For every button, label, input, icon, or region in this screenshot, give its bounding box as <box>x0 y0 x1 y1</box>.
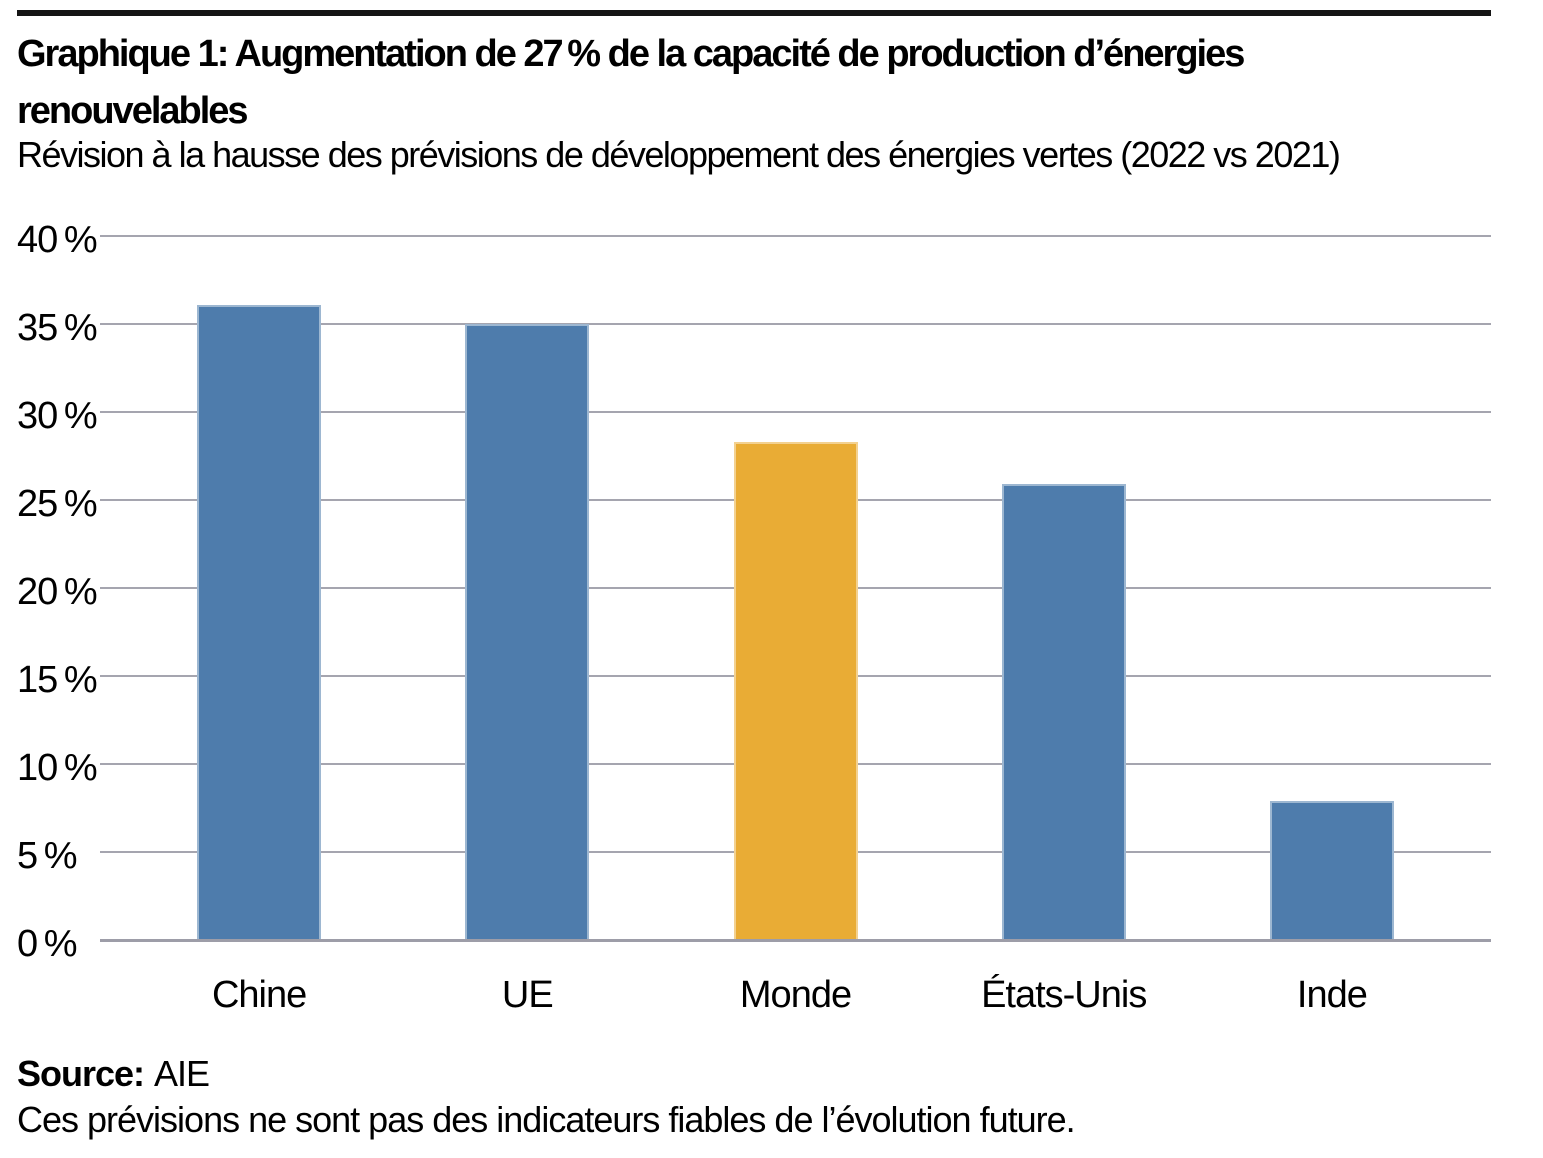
bar-slot-monde <box>661 236 929 940</box>
y-axis-tick-label-30: 30 % <box>17 395 98 437</box>
source-label: Source: <box>17 1053 145 1094</box>
x-axis-line <box>100 939 1491 942</box>
bar-etats-unis <box>1001 484 1126 940</box>
bar-slot-inde <box>1198 236 1466 940</box>
top-rule <box>17 10 1491 16</box>
y-axis-tick-label-0: 0 % <box>17 923 78 965</box>
y-axis-tick-label-5: 5 % <box>17 835 78 877</box>
y-axis-tick-label-10: 10 % <box>17 747 98 789</box>
bar-ue <box>465 324 590 940</box>
bars-row <box>100 236 1491 940</box>
bar-inde <box>1269 800 1394 940</box>
bar-chart: 40 % 35 % 30 % 25 % 20 % 15 % 10 % 5 % 0 % Chine… <box>17 219 1491 1046</box>
y-axis-tick-label-25: 25 % <box>17 483 98 525</box>
x-axis-labels: Chine UE Monde États-Unis Inde <box>100 972 1491 1018</box>
chart-title-line-2: renouvelables <box>17 90 249 132</box>
x-axis-label-ue: UE <box>501 974 554 1016</box>
footnote: Ces prévisions ne sont pas des indicateu… <box>17 1099 1076 1140</box>
bar-monde <box>733 441 858 940</box>
y-axis-tick-label-40: 40 % <box>17 219 98 261</box>
chart-title: Graphique 1: Augmentation de 27 % de la … <box>17 26 1245 140</box>
source-value: AIE <box>154 1053 210 1094</box>
chart-subtitle: Révision à la hausse des prévisions de d… <box>17 134 1341 175</box>
bar-slot-ue <box>393 236 661 940</box>
x-axis-label-inde: Inde <box>1296 974 1368 1016</box>
x-axis-label-chine: Chine <box>211 974 307 1016</box>
source-line: Source: AIE <box>17 1052 210 1096</box>
plot-area: 40 % 35 % 30 % 25 % 20 % 15 % 10 % 5 % 0 % <box>17 219 1491 965</box>
gridline-40 <box>100 235 1491 237</box>
bar-slot-chine <box>125 236 393 940</box>
x-axis-label-monde: Monde <box>739 974 852 1016</box>
y-axis-tick-label-20: 20 % <box>17 571 98 613</box>
bar-slot-etats-unis <box>930 236 1198 940</box>
chart-title-line-1: Graphique 1: Augmentation de 27 % de la … <box>17 33 1245 75</box>
gridline-30 <box>100 411 1491 413</box>
y-axis-tick-label-35: 35 % <box>17 307 98 349</box>
gridline-35 <box>100 323 1491 325</box>
bar-chine <box>197 304 322 940</box>
x-axis-label-etats-unis: États-Unis <box>981 974 1147 1016</box>
y-axis-tick-label-15: 15 % <box>17 659 98 701</box>
